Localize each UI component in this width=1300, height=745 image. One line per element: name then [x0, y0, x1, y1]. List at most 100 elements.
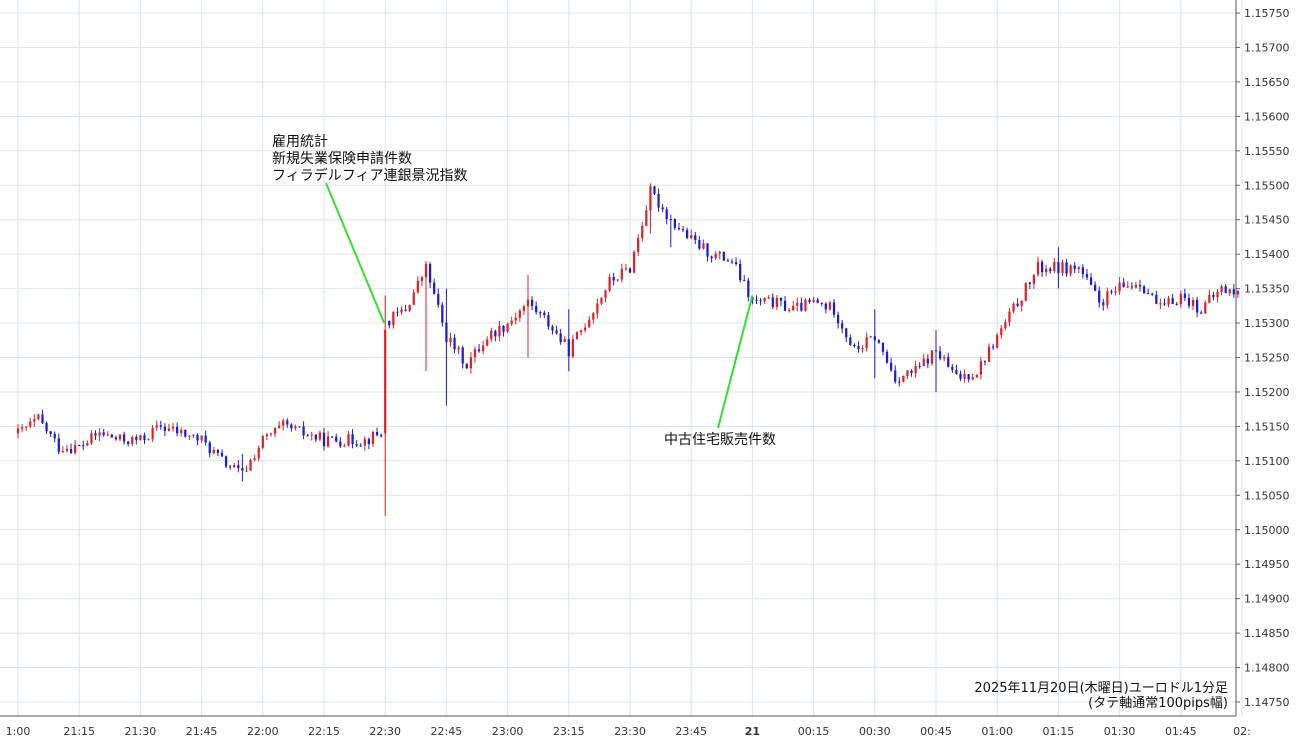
caption-line: (タテ軸通常100pips幅) [1088, 696, 1228, 711]
candle-body [885, 351, 889, 363]
y-tick-label: 1.14900 [1244, 593, 1290, 606]
candle-body [1065, 262, 1068, 274]
candle-body [1224, 286, 1227, 294]
candle-body [1081, 267, 1085, 275]
candle-body [204, 435, 207, 443]
annotation-pointer-line [325, 182, 386, 324]
candle-body [53, 433, 56, 439]
candle-body [816, 299, 819, 303]
candle-body [1187, 297, 1191, 306]
candle-body [1122, 282, 1125, 288]
candle-body [563, 339, 566, 343]
y-tick-label: 1.15600 [1244, 110, 1290, 123]
candle-body [824, 303, 827, 310]
candle-body [575, 332, 579, 340]
candle-body [759, 300, 762, 302]
candle-body [506, 323, 509, 332]
candle-body [1163, 303, 1166, 305]
candle-body [767, 297, 770, 299]
candle-body [567, 339, 570, 357]
candle-body [1138, 284, 1142, 287]
candle-body [1118, 282, 1121, 292]
candle-body [518, 310, 521, 318]
candle-body [57, 438, 60, 452]
y-tick-label: 1.14850 [1244, 627, 1290, 640]
candle-body [677, 227, 681, 230]
candle-body [441, 304, 444, 323]
y-tick-label: 1.14950 [1244, 558, 1290, 571]
y-tick-label: 1.15100 [1244, 455, 1290, 468]
candle-body [1142, 286, 1146, 294]
candle-body [902, 375, 905, 383]
candle-body [1216, 291, 1219, 298]
y-tick-label: 1.15200 [1244, 386, 1290, 399]
candle-body [114, 437, 118, 440]
candle-body [526, 299, 530, 307]
candle-body [241, 468, 244, 471]
candle-body [877, 340, 881, 343]
candle-body [779, 297, 783, 301]
x-tick-label: 21:30 [125, 725, 157, 738]
candle-body [771, 297, 774, 307]
candle-body [632, 251, 636, 273]
x-tick-label: 02: [1233, 725, 1251, 738]
candle-body [955, 369, 958, 374]
candle-body [110, 434, 113, 438]
candle-body [739, 264, 742, 281]
x-tick-label: 1:00 [6, 725, 31, 738]
candle-body [1012, 303, 1015, 312]
candle-body [220, 452, 224, 457]
candle-body [1171, 298, 1174, 304]
candle-body [1175, 303, 1178, 305]
candle-body [845, 328, 848, 338]
candle-body [889, 362, 893, 371]
candle-body [416, 280, 419, 293]
candle-body [792, 305, 795, 311]
candle-body [233, 465, 236, 467]
candle-body [1200, 312, 1203, 314]
candle-body [808, 299, 811, 302]
candle-body [355, 444, 358, 446]
candle-body [975, 374, 978, 378]
candle-body [171, 426, 175, 429]
candle-body [1130, 286, 1133, 288]
candle-body [37, 414, 40, 420]
candle-body [1147, 293, 1150, 295]
candle-body [583, 327, 587, 331]
x-tick-label: 21:45 [186, 725, 218, 738]
x-tick-label: 22:30 [369, 725, 401, 738]
candle-body [314, 434, 317, 440]
candle-body [200, 435, 203, 441]
candle-body [775, 297, 779, 307]
candle-body [118, 434, 122, 440]
candle-body [412, 292, 415, 305]
candle-body [1061, 262, 1064, 274]
candle-body [510, 320, 513, 324]
candle-body [318, 432, 322, 440]
candle-body [914, 365, 917, 374]
candle-body [796, 302, 799, 306]
candle-body [702, 243, 705, 249]
candle-body [420, 277, 424, 281]
grid [0, 0, 1243, 716]
candle-body [800, 302, 803, 311]
candle-body [269, 433, 273, 435]
candle-body [804, 299, 807, 311]
candle-body [41, 414, 44, 424]
candle-body [384, 329, 387, 434]
candle-body [730, 261, 734, 263]
candle-body [1134, 284, 1138, 288]
candle-body [379, 435, 383, 437]
candle-body [1191, 300, 1195, 306]
candle-body [718, 252, 721, 254]
candle-body [869, 336, 872, 338]
candle-body [743, 280, 746, 282]
candle-body [20, 427, 24, 429]
candle-body [1024, 282, 1027, 301]
candle-body [98, 432, 101, 436]
candle-body [1020, 300, 1023, 306]
candle-body [963, 374, 966, 379]
candle-body [934, 350, 938, 352]
candle-body [131, 436, 134, 445]
